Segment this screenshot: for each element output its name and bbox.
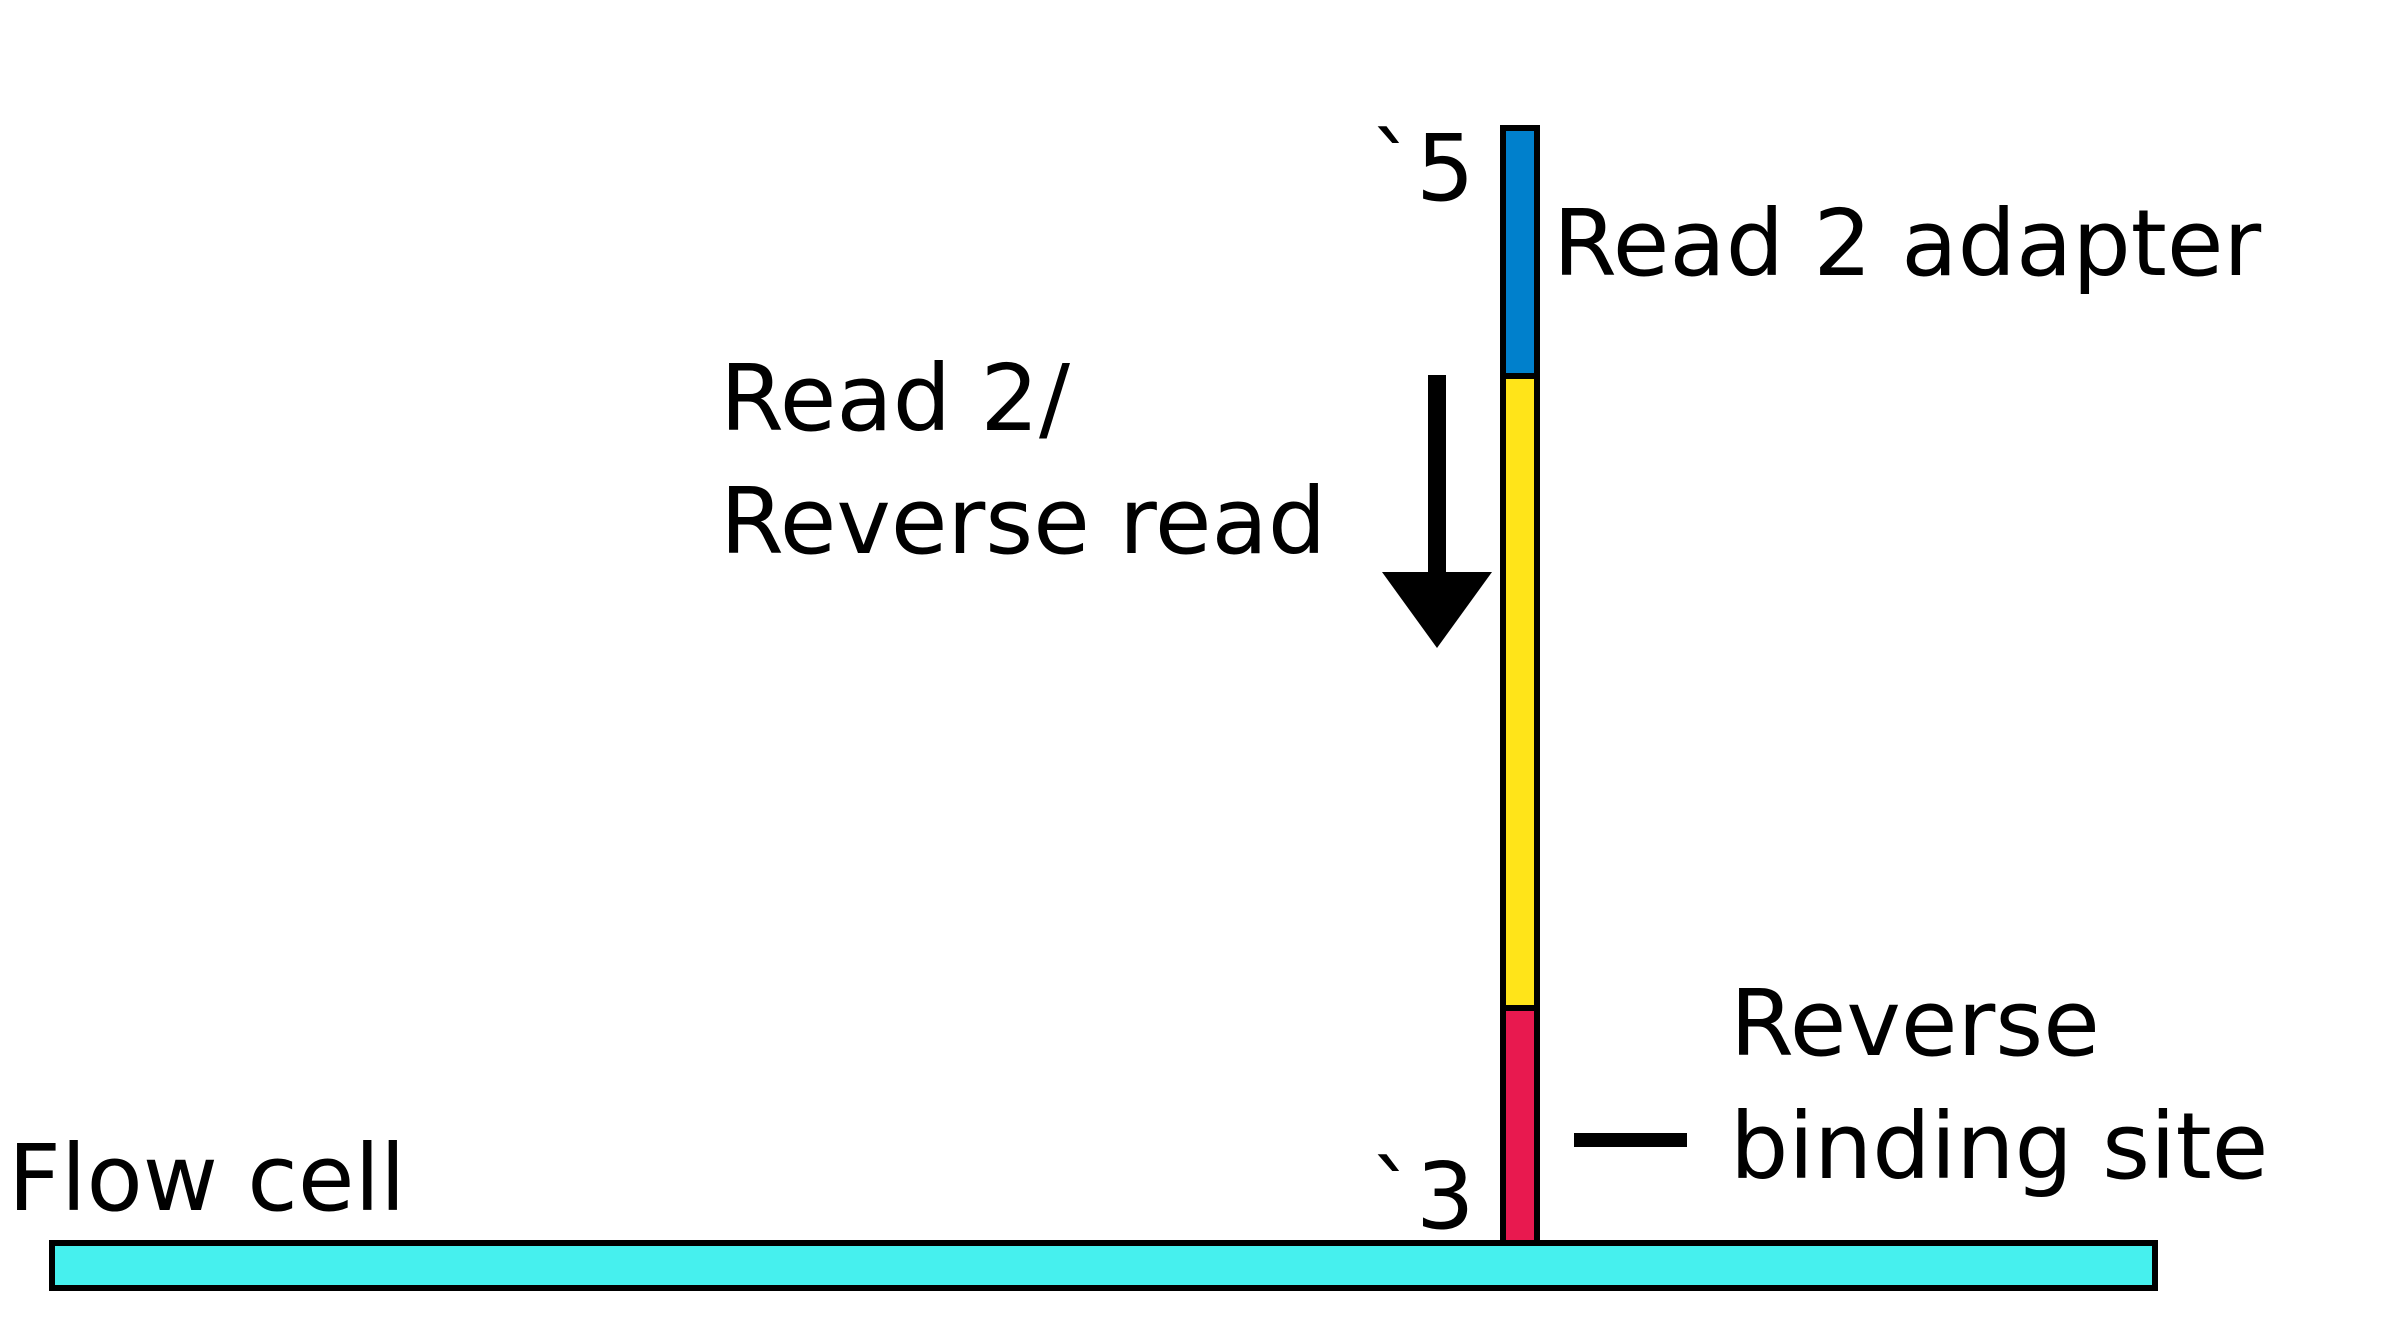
five-prime-label: `5	[1370, 115, 1475, 222]
flow-cell-label: Flow cell	[8, 1125, 406, 1232]
read2-label-line2: Reverse read	[720, 468, 1326, 575]
read2-adapter-label: Read 2 adapter	[1553, 190, 2261, 297]
reverse-binding-site-dash	[1574, 1133, 1687, 1147]
read2-label-line1: Read 2/	[720, 345, 1070, 452]
read2-adapter-segment	[1500, 125, 1540, 379]
read-direction-arrow-icon	[1382, 375, 1492, 648]
insert-segment	[1500, 373, 1540, 1011]
flow-cell-bar	[49, 1240, 2158, 1291]
three-prime-label: `3	[1370, 1143, 1475, 1250]
reverse-binding-site-segment	[1500, 1005, 1540, 1246]
reverse-binding-site-label-line2: binding site	[1730, 1093, 2268, 1200]
reverse-binding-site-label-line1: Reverse	[1730, 970, 2100, 1077]
